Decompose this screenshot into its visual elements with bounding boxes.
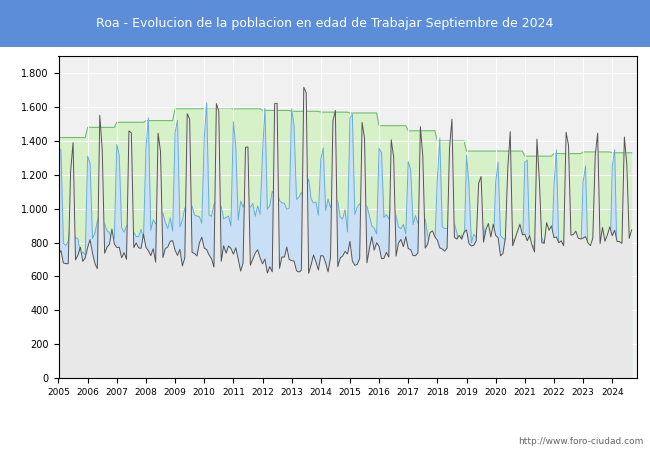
Text: http://www.foro-ciudad.com: http://www.foro-ciudad.com bbox=[518, 436, 644, 446]
Text: Roa - Evolucion de la poblacion en edad de Trabajar Septiembre de 2024: Roa - Evolucion de la poblacion en edad … bbox=[96, 17, 554, 30]
